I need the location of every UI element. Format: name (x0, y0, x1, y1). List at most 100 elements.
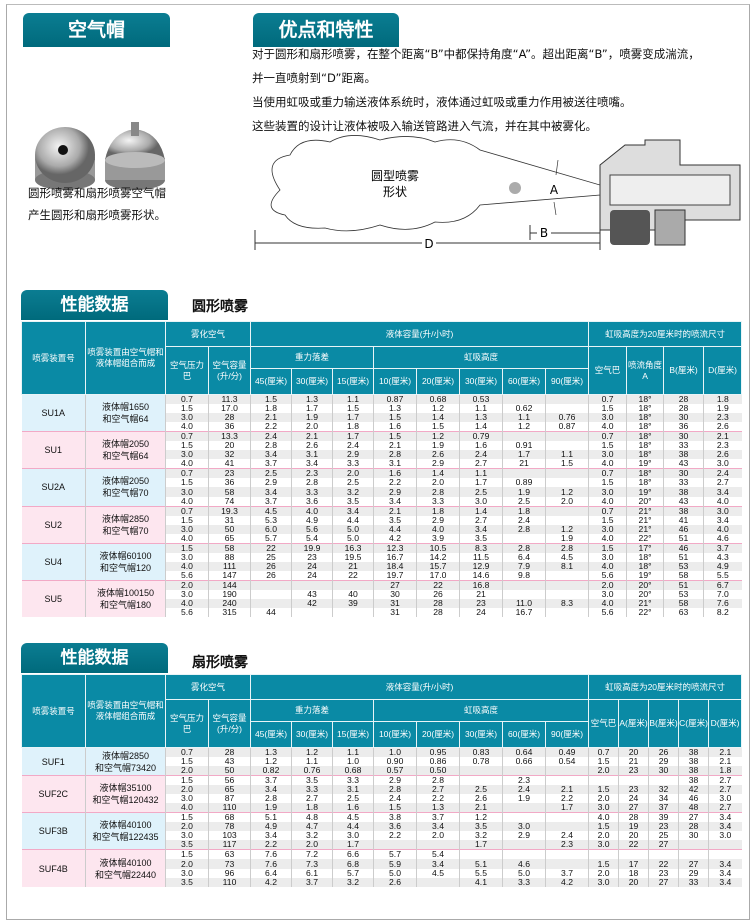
cell: 1.4 (459, 422, 503, 432)
cell: 3.4 (250, 831, 292, 841)
cell: 2.1 (373, 505, 417, 516)
table-row: SU5 液体帽100150 和空气帽180 2.0 144 27 22 16.8 2.0 20° 5… (21, 579, 742, 618)
cell: 2.8 (291, 478, 333, 488)
cell: 4.4 (332, 822, 374, 832)
cell: 4.0 (165, 803, 209, 813)
cell: 4.0 (588, 599, 627, 609)
cell: 3.1 (373, 459, 417, 469)
cell: 30 (373, 589, 417, 600)
svg-text:圆型喷雾: 圆型喷雾 (371, 169, 419, 183)
cell: 5.7 (332, 868, 374, 878)
cell: 1.5 (588, 822, 619, 832)
cell: 28 (416, 599, 460, 609)
cell: 3.4 (250, 450, 292, 460)
cell (545, 812, 589, 823)
cell: 7.2 (291, 849, 333, 860)
cell: 50 (207, 524, 251, 534)
cell: 0.79 (459, 431, 503, 442)
cell: 0.7 (588, 431, 627, 442)
table-row: 5.6 147 26 24 22 19.7 17.0 14.6 9.8 5.6 19° 58 5.5 (22, 571, 742, 581)
cell: 41 (663, 515, 704, 525)
cell: 2.6 (373, 877, 417, 887)
cell: 1.7 (545, 803, 589, 813)
cell: 0.7 (165, 431, 209, 442)
header-right-col: D(厘米) (708, 699, 743, 748)
cell: 1.4 (459, 505, 503, 516)
header-right-col: 空气巴 (588, 346, 628, 395)
cell: 7.6 (250, 849, 292, 860)
cell: 3.5 (373, 515, 417, 525)
cell: 43 (291, 589, 333, 600)
cell: 0.50 (416, 766, 460, 776)
cell: 14.2 (416, 552, 460, 562)
header-liquid: 液体容量(升/小时) (250, 321, 590, 347)
table-row: 3.0 32 3.4 3.1 2.9 2.8 2.6 2.4 1.7 1.1 3.0 18° 38 2.6 (22, 450, 742, 460)
cell (678, 840, 709, 850)
cell: 33 (663, 478, 704, 488)
cell: 1.7 (291, 404, 333, 414)
table-row: SUF3B 液体帽40100 和空气帽122435 1.5 68 5.1 4.8 4.5 3.8… (21, 812, 742, 850)
cell: 2.7 (459, 459, 503, 469)
cell: 18.4 (373, 561, 417, 571)
cell: 5.0 (332, 524, 374, 534)
cell: 0.83 (459, 747, 503, 757)
header-liquid-col: 10(厘米) (373, 368, 418, 395)
cell: 2.7 (708, 803, 742, 813)
cell: 3.0 (703, 505, 742, 516)
cell: 5.0 (332, 533, 374, 544)
cell (678, 849, 709, 860)
cell: 38 (663, 450, 704, 460)
round-aircap-image (35, 127, 95, 190)
cell: 18° (626, 450, 664, 460)
cell: 2.9 (502, 831, 546, 841)
cell: 2.6 (703, 422, 742, 432)
cell: 1.1 (459, 468, 503, 479)
cell: 3.4 (708, 868, 742, 878)
cell: 58 (207, 542, 251, 553)
cell: 8.3 (459, 542, 503, 553)
cell: 43 (207, 757, 251, 767)
cell (545, 441, 589, 451)
header-air-flow: 空气容量(升/分) (207, 699, 252, 748)
cell: 2.4 (703, 468, 742, 479)
cell: 4.4 (373, 524, 417, 534)
cell: 22° (626, 608, 664, 618)
cell: 0.95 (416, 747, 460, 757)
header-liquid-col: 30(厘米) (459, 721, 504, 748)
cell: 5.6 (588, 608, 627, 618)
cell: 3.0 (703, 459, 742, 469)
cell: 20 (618, 747, 649, 757)
cell: 0.57 (373, 766, 417, 776)
cell: 43 (663, 496, 704, 507)
cell: 0.68 (332, 766, 374, 776)
cell: 23 (291, 552, 333, 562)
header-liquid-col: 30(厘米) (459, 368, 504, 395)
cell: 1.9 (545, 533, 589, 544)
cell: 3.2 (291, 831, 333, 841)
cell: 30 (648, 766, 679, 776)
table-row: SU2 液体帽2850 和空气帽70 0.7 19.3 4.5 4.0 3.4 2.1 1.8 1.… (21, 505, 742, 544)
cell: 18° (626, 394, 664, 404)
cell (502, 812, 546, 823)
cell: 3.9 (416, 533, 460, 544)
table-row: 3.0 28 2.1 1.9 1.7 1.5 1.4 1.3 1.1 0.76 3.0 18° 30 2.… (22, 413, 742, 423)
header-atom-air: 雾化空气 (164, 674, 252, 700)
cell: 20° (626, 589, 664, 600)
cell (545, 579, 589, 590)
cell (502, 431, 546, 442)
table1-subtitle: 圆形喷雾 (192, 299, 248, 315)
cell: 0.68 (416, 394, 460, 404)
cell: 39 (648, 812, 679, 823)
cell: 1.5 (165, 849, 209, 860)
features-title: 优点和特性 (253, 13, 399, 47)
cell: 2.7 (708, 785, 742, 795)
cell: 3.0 (165, 524, 209, 534)
cell (588, 849, 619, 860)
cell (708, 849, 742, 860)
cell: 0.82 (250, 766, 292, 776)
set-id: SU1A (21, 393, 86, 432)
cell: 1.1 (332, 394, 374, 404)
cell: 2.5 (250, 468, 292, 479)
set-id: SUF4B (21, 849, 86, 887)
cell: 27 (618, 803, 649, 813)
